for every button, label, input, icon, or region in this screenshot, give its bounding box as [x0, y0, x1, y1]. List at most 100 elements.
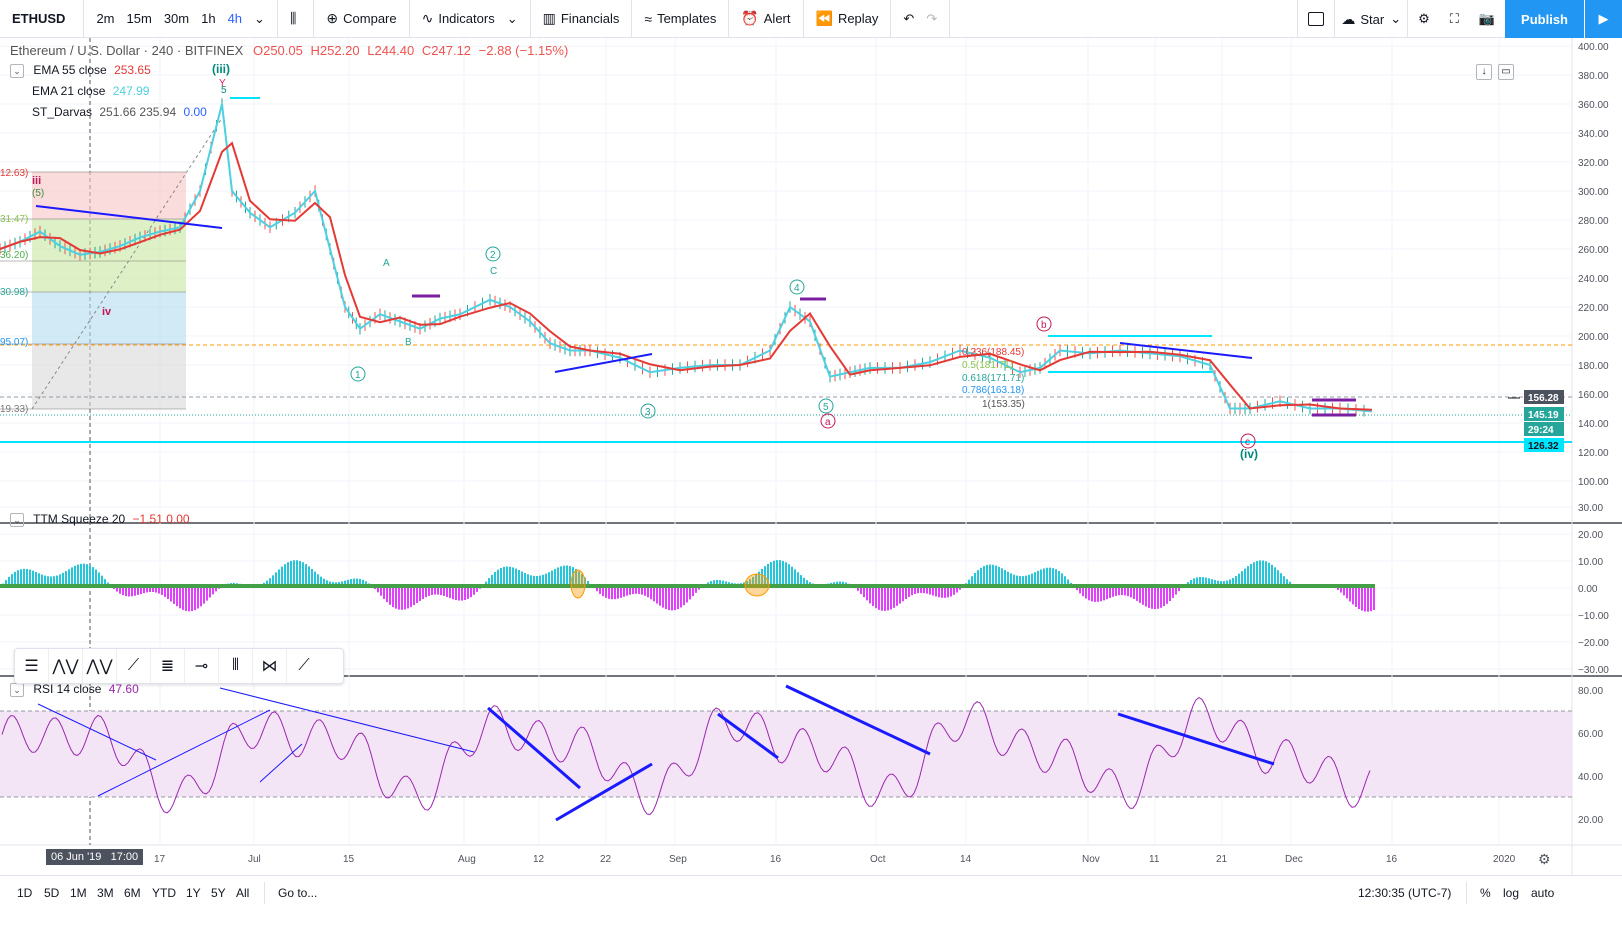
ttm-bar	[947, 586, 949, 598]
replay-button[interactable]: ⏪ Replay	[810, 0, 885, 38]
range-1m[interactable]: 1M	[70, 886, 87, 900]
ttm-bar	[1343, 586, 1345, 596]
interval-30m[interactable]: 30m	[163, 11, 190, 26]
auto-toggle[interactable]: auto	[1531, 886, 1555, 900]
interval-dropdown[interactable]: ⌄	[248, 0, 271, 38]
rsi-legend[interactable]: ⌄ RSI 14 close 47.60	[10, 682, 139, 697]
ttm-bar	[452, 586, 454, 600]
financials-group: ▥ Financials	[531, 0, 633, 38]
darvas-legend[interactable]: ST_Darvas 251.66 235.94 0.00	[32, 105, 207, 119]
ttm-bar	[497, 569, 499, 586]
elliott-impulse-tool[interactable]: ⋀⋁	[49, 649, 83, 683]
interval-2m[interactable]: 2m	[96, 11, 115, 26]
indicators-button[interactable]: ∿ Indicators	[416, 0, 501, 38]
ttm-bar	[1250, 563, 1252, 586]
range-1d[interactable]: 1D	[17, 886, 33, 900]
interval-4h[interactable]: 4h	[227, 11, 243, 26]
ttm-bar	[1253, 562, 1255, 586]
ttm-bar	[491, 574, 493, 586]
alert-button[interactable]: ⏰ Alert	[735, 0, 796, 38]
ttm-bar	[101, 575, 103, 586]
templates-button[interactable]: ≈ Templates	[638, 0, 722, 38]
scroll-down-button[interactable]: ↓	[1476, 64, 1492, 80]
ttm-bar	[623, 586, 625, 597]
range-5y[interactable]: 5Y	[211, 886, 226, 900]
interval-15m[interactable]: 15m	[126, 11, 152, 26]
rsi-trendline	[259, 743, 303, 783]
ema55-legend[interactable]: ⌄ EMA 55 close 253.65	[10, 63, 151, 78]
range-3m[interactable]: 3M	[97, 886, 114, 900]
darvas-label: ST_Darvas	[32, 105, 93, 119]
publish-button[interactable]: Publish	[1505, 0, 1584, 38]
cycle-lines-tool[interactable]: ⦀	[219, 649, 253, 683]
range-1y[interactable]: 1Y	[186, 886, 201, 900]
maximize-pane-button[interactable]: ▭	[1498, 64, 1514, 80]
fullscreen-button[interactable]: ⛶	[1440, 0, 1469, 38]
range-5d[interactable]: 5D	[44, 886, 60, 900]
range-ytd[interactable]: YTD	[152, 886, 176, 900]
ttm-bar	[329, 581, 331, 586]
percent-toggle[interactable]: %	[1480, 886, 1491, 900]
ema21-legend[interactable]: EMA 21 close 247.99	[32, 84, 149, 98]
symbol-search[interactable]: ETHUSD	[0, 0, 85, 38]
wave-circle-text: a	[825, 417, 831, 428]
star-button[interactable]: ☁ Star ⌄	[1334, 0, 1407, 38]
indicators-dropdown[interactable]: ⌄	[501, 0, 524, 38]
ttm-bar	[746, 581, 748, 586]
fib-tool[interactable]: ≣	[151, 649, 185, 683]
elliott-abc-tool[interactable]: ⋀⋁	[83, 649, 117, 683]
wave-circle	[1240, 433, 1256, 449]
chart-canvas[interactable]: (iii)Y5iii(5)iv(iv)12345abcABC0.236(188.…	[0, 38, 1622, 875]
ttm-bar	[716, 579, 718, 586]
interval-1h[interactable]: 1h	[201, 11, 216, 26]
range-all[interactable]: All	[236, 886, 250, 900]
chart-area[interactable]: (iii) Y 5 iii (5) iv (iv) 1 2 3 4 5 a b c A B C 0.236(188.…	[0, 38, 1622, 875]
ema55-line	[0, 141, 1373, 411]
fib-label: 31.47)	[0, 214, 28, 225]
range-6m[interactable]: 6M	[124, 886, 141, 900]
ttm-bar	[1022, 576, 1024, 586]
financials-button[interactable]: ▥ Financials	[537, 0, 626, 38]
ttm-bar	[998, 566, 1000, 586]
fib-zone	[32, 172, 186, 219]
ttm-bar	[1262, 560, 1264, 586]
last-price-badge	[1524, 407, 1564, 421]
time-tick: 11	[1149, 854, 1160, 865]
redo-button[interactable]: ↷	[920, 0, 943, 38]
collapse-legend-icon[interactable]: ⌄	[10, 63, 24, 78]
ttm-bar	[1256, 560, 1258, 586]
pattern-tool[interactable]: ⋈	[253, 649, 287, 683]
undo-button[interactable]: ↶	[897, 0, 920, 38]
fib-label: 36.20)	[0, 250, 28, 261]
ttm-bar	[977, 570, 979, 586]
ttm-bar	[200, 586, 202, 607]
snapshot-button[interactable]: 📷	[1469, 0, 1505, 38]
log-toggle[interactable]: log	[1503, 886, 1520, 900]
ttm-bar	[1145, 586, 1147, 607]
ttm-bar	[1199, 577, 1201, 586]
wave-circle	[818, 398, 834, 414]
play-button[interactable]: ▶	[1584, 0, 1622, 38]
ttm-legend[interactable]: ⌄ TTM Squeeze 20 −1.51 0.00	[10, 512, 190, 527]
settings-button[interactable]: ⚙	[1407, 0, 1440, 38]
ray-tool[interactable]: ⟋	[287, 649, 321, 683]
square-icon	[1308, 12, 1325, 26]
chart-type-button[interactable]: ⫼	[284, 0, 307, 38]
ttm-bar	[140, 586, 142, 595]
layout-button[interactable]	[1297, 0, 1334, 38]
ttm-bar	[1046, 567, 1048, 586]
trendline-tool[interactable]: ⟋	[117, 649, 151, 683]
ttm-bar	[1286, 579, 1288, 586]
price-tick: 120.00	[1578, 448, 1609, 459]
horizontal-ray-tool[interactable]: ⊸	[185, 649, 219, 683]
collapse-legend-icon[interactable]: ⌄	[10, 512, 24, 527]
horizontal-lines-tool[interactable]: ☰	[15, 649, 49, 683]
ttm-bar	[839, 581, 841, 586]
ttm-bar	[68, 569, 70, 586]
collapse-legend-icon[interactable]: ⌄	[10, 682, 24, 697]
clock-timezone[interactable]: 12:30:35 (UTC-7)	[1358, 886, 1452, 900]
ttm-bar	[875, 586, 877, 609]
ttm-bar	[104, 579, 106, 586]
goto-button[interactable]: Go to...	[278, 886, 318, 900]
compare-button[interactable]: ⊕ Compare	[320, 0, 402, 38]
